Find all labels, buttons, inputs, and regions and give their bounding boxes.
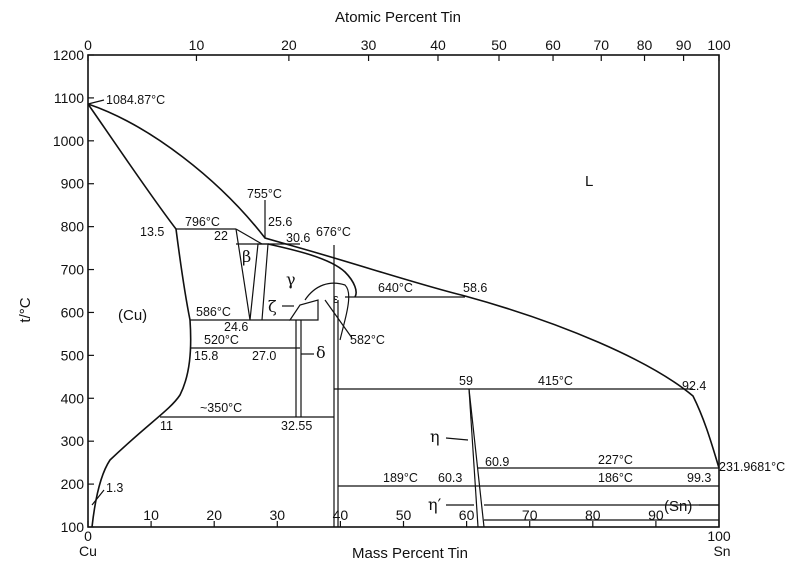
phase-eta-prime-label: η′ [428,495,442,514]
left-tick-label: 500 [61,347,85,363]
left-tick-label: 200 [61,476,85,492]
pointer-1084 [87,99,105,105]
phase-boundaries [87,99,720,528]
top-tick-label: 40 [430,37,446,53]
pointer-582 [324,299,353,339]
bottom-tick-label: 70 [522,507,538,523]
eta-right [468,388,485,528]
left-tick-label: 300 [61,433,85,449]
bottom-tick-label: 90 [648,507,664,523]
annotation-cu-melting: 1084.87°C [106,93,165,107]
bottom-axis-ticks: 0 10 20 30 40 50 60 70 80 90 100 [84,507,731,544]
top-tick-label: 90 [676,37,692,53]
annotation-92-4: 92.4 [682,379,706,393]
bottom-tick-label: 40 [333,507,349,523]
annotation-676: 676°C [316,225,351,239]
top-tick-label: 20 [281,37,297,53]
annotation-227: 227°C [598,453,633,467]
annotation-sn-melting: 231.9681°C [719,460,785,474]
phase-beta-label: β [242,247,251,266]
bottom-tick-label: 0 [84,528,92,544]
annotation-59: 59 [459,374,473,388]
left-tick-label: 800 [61,219,85,235]
annotation-186: 186°C [598,471,633,485]
annotation-22: 22 [214,229,228,243]
annotation-796: 796°C [185,215,220,229]
annotation-27-0: 27.0 [252,349,276,363]
top-tick-label: 60 [545,37,561,53]
annotation-60-9: 60.9 [485,455,509,469]
left-axis-title: t/°C [17,297,34,322]
top-tick-label: 30 [361,37,377,53]
annotation-15-8: 15.8 [194,349,218,363]
bottom-tick-label: 30 [270,507,286,523]
annotation-11: 11 [160,419,173,433]
top-tick-label: 0 [84,37,92,53]
pointer-eta [445,437,469,441]
top-tick-label: 70 [593,37,609,53]
left-tick-label: 600 [61,304,85,320]
annotation-1-3: 1.3 [106,481,123,495]
left-tick-label: 900 [61,176,85,192]
beta-region [235,228,269,321]
eta-left [468,388,479,528]
left-tick-label: 100 [61,519,85,535]
bottom-tick-label: 10 [143,507,159,523]
left-tick-label: 1200 [53,47,84,63]
annotation-30-6: 30.6 [286,231,310,245]
annotation-58-6: 58.6 [463,281,487,295]
bottom-axis-title: Mass Percent Tin [352,545,468,562]
left-axis-ticks: 1200 1100 1000 900 800 700 600 500 400 300 200 100 [53,47,94,535]
bottom-tick-label: 20 [206,507,222,523]
pointer-1-3 [91,489,105,506]
right-end-label: Sn [713,543,730,559]
left-end-label: Cu [79,543,97,559]
left-tick-label: 700 [61,262,85,278]
gamma-dome [267,243,357,298]
left-tick-label: 400 [61,390,85,406]
annotation-99-3: 99.3 [687,471,711,485]
annotation-415: 415°C [538,374,573,388]
annotation-520: 520°C [204,333,239,347]
phase-sn-label: (Sn) [664,498,692,515]
top-axis-title: Atomic Percent Tin [335,9,461,26]
phase-epsilon-label: ε [333,292,339,306]
bottom-tick-label: 60 [459,507,475,523]
liquidus-curve [87,103,720,469]
top-tick-label: 100 [707,37,731,53]
annotation-350: ~350°C [200,401,242,415]
annotation-586: 586°C [196,305,231,319]
annotation-24-6: 24.6 [224,320,248,334]
cu-solvus [91,228,192,528]
top-axis-ticks: 0 10 20 30 40 50 60 70 80 90 100 [84,37,731,61]
phase-liquid-label: L [585,173,593,190]
annotation-25-6: 25.6 [268,215,292,229]
epsilon-region [304,282,350,341]
annotation-640: 640°C [378,281,413,295]
annotation-582: 582°C [350,333,385,347]
top-tick-label: 80 [637,37,653,53]
cu-solidus [87,103,177,230]
bottom-tick-label: 50 [396,507,412,523]
top-tick-label: 10 [189,37,205,53]
annotation-189: 189°C [383,471,418,485]
phase-delta-label: δ [316,343,326,362]
bottom-tick-label: 100 [707,528,731,544]
phase-cu-label: (Cu) [118,307,147,324]
annotation-32-55: 32.55 [281,419,312,433]
top-tick-label: 50 [491,37,507,53]
phase-zeta-label: ζ [268,297,277,316]
left-tick-label: 1100 [54,90,84,106]
phase-gamma-label: γ [286,270,296,289]
beta-left-bound [235,228,263,245]
annotation-60-3: 60.3 [438,471,462,485]
zeta-region [288,299,319,321]
bottom-tick-label: 80 [585,507,601,523]
annotation-13-5: 13.5 [140,225,164,239]
phase-eta-label: η [430,427,440,446]
left-tick-label: 1000 [53,133,84,149]
annotation-755: 755°C [247,187,282,201]
